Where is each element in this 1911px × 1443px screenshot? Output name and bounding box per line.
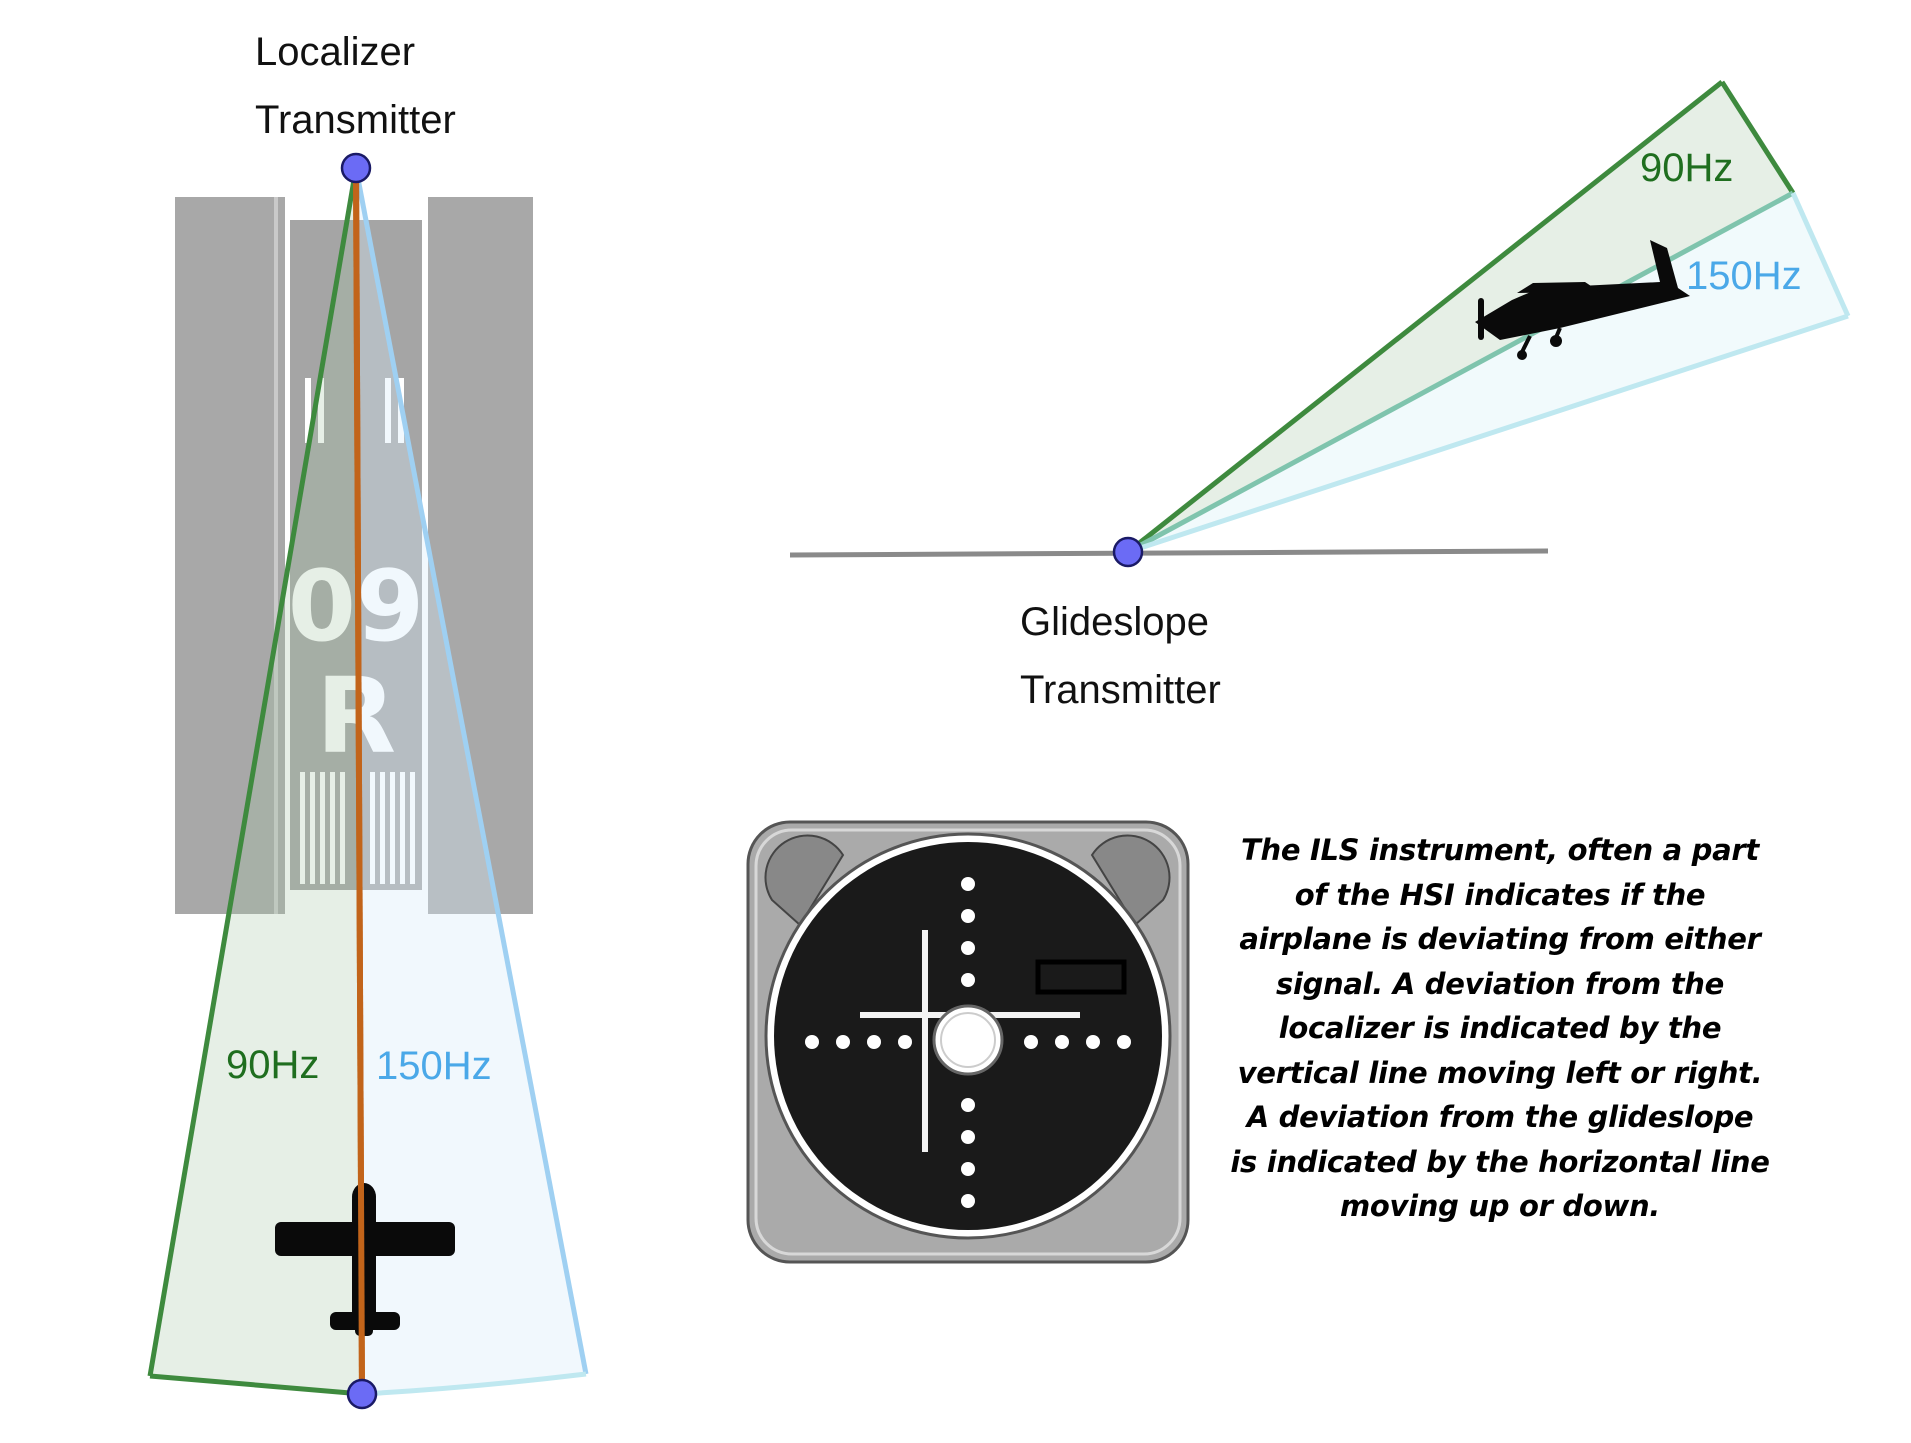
glideslope-label: Glideslope Transmitter: [1020, 588, 1221, 724]
glideslope-150hz-label: 150Hz: [1686, 254, 1802, 298]
localizer-150hz-label: 150Hz: [376, 1044, 492, 1088]
aircraft-position-dot-icon: [346, 1378, 378, 1410]
glideslope-transmitter-dot-icon: [1112, 536, 1144, 568]
glideslope-label-line1: Glideslope: [1020, 600, 1210, 644]
glideslope-90hz-label: 90Hz: [1640, 146, 1734, 190]
ils-instrument: [746, 820, 1190, 1264]
localizer-label: Localizer Transmitter: [255, 18, 456, 154]
localizer-centerline: [353, 167, 365, 1395]
glideslope-label-line2: Transmitter: [1020, 668, 1221, 712]
airplane-side-icon: [1475, 240, 1690, 360]
localizer-transmitter-dot-icon: [340, 152, 372, 184]
localizer-label-line1: Localizer: [255, 30, 416, 74]
localizer-label-line2: Transmitter: [255, 98, 456, 142]
instrument-description: The ILS instrument, often a part of the …: [1230, 833, 1770, 1223]
localizer-90hz-label: 90Hz: [226, 1043, 320, 1087]
